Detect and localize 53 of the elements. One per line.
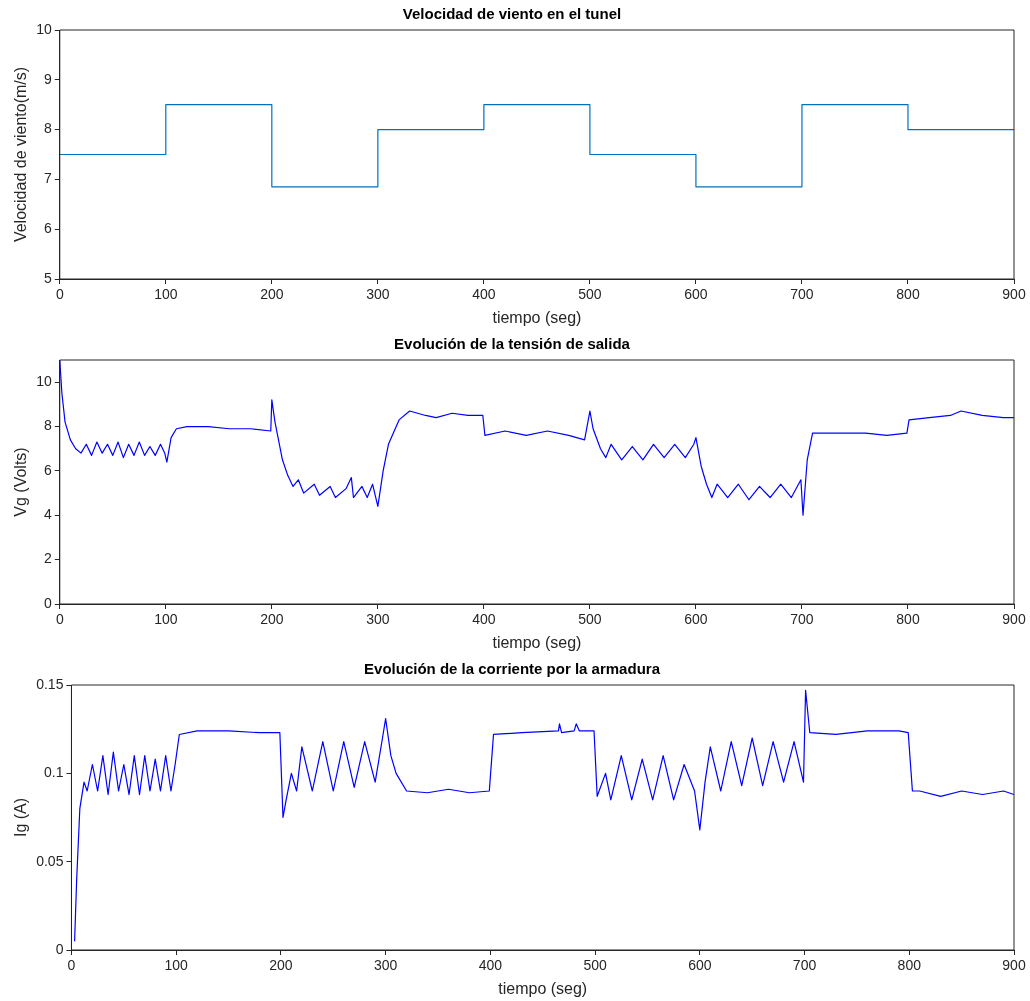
x-axis-title: tiempo (seg) — [498, 979, 588, 997]
x-tick-label: 300 — [366, 611, 390, 628]
x-tick-label: 200 — [260, 611, 284, 628]
x-tick-label: 900 — [1002, 611, 1026, 628]
x-tick-label: 700 — [790, 611, 814, 628]
y-tick-label: 6 — [43, 220, 52, 237]
x-tick-label: 100 — [154, 611, 178, 628]
x-tick-label: 500 — [578, 286, 602, 303]
x-tick-label: 900 — [1002, 286, 1026, 303]
x-tick-label: 900 — [1002, 957, 1026, 974]
y-tick-label: 0.05 — [36, 852, 64, 869]
x-tick-label: 0 — [67, 957, 76, 974]
x-tick-label: 400 — [478, 957, 503, 974]
y-axis-title: Velocidad de viento(m/s) — [12, 66, 30, 243]
x-tick-label: 800 — [896, 611, 920, 628]
y-tick-label: 8 — [43, 417, 52, 434]
x-tick-label: 400 — [472, 286, 496, 303]
y-tick-label: 0 — [55, 940, 64, 957]
x-axis-title: tiempo (seg) — [492, 308, 582, 326]
y-tick-label: 0 — [43, 594, 52, 611]
y-tick-label: 7 — [43, 170, 52, 187]
y-axis-title: Ig (A) — [12, 797, 30, 838]
y-tick-label: 0.1 — [43, 764, 64, 781]
x-tick-label: 700 — [790, 286, 814, 303]
chart-title: Evolución de la corriente por la armadura — [364, 660, 661, 678]
x-tick-label: 200 — [260, 286, 284, 303]
y-axis-title: Vg (Volts) — [12, 447, 30, 517]
x-tick-label: 700 — [792, 957, 817, 974]
y-tick-label: 4 — [43, 506, 52, 523]
y-tick-label: 5 — [43, 269, 52, 286]
x-tick-label: 800 — [897, 957, 922, 974]
x-tick-label: 600 — [684, 611, 708, 628]
y-tick-label: 9 — [43, 70, 52, 87]
x-tick-label: 400 — [472, 611, 496, 628]
x-tick-label: 300 — [366, 286, 390, 303]
y-tick-label: 0.15 — [36, 675, 64, 692]
x-tick-label: 100 — [154, 286, 178, 303]
chart-title: Velocidad de viento en el tunel — [402, 5, 622, 23]
y-tick-label: 6 — [43, 461, 52, 478]
x-tick-label: 600 — [688, 957, 712, 974]
x-axis-title: tiempo (seg) — [492, 633, 582, 651]
x-tick-label: 100 — [164, 957, 189, 974]
x-tick-label: 500 — [578, 611, 602, 628]
chart-title: Evolución de la tensión de salida — [394, 335, 631, 353]
y-tick-label: 10 — [36, 373, 52, 390]
y-tick-label: 8 — [43, 120, 52, 137]
y-tick-label: 2 — [43, 550, 52, 567]
x-tick-label: 300 — [373, 957, 398, 974]
x-tick-label: 600 — [684, 286, 708, 303]
x-tick-label: 800 — [896, 286, 920, 303]
x-tick-label: 200 — [269, 957, 293, 974]
x-tick-label: 500 — [583, 957, 607, 974]
y-tick-label: 10 — [36, 20, 52, 37]
